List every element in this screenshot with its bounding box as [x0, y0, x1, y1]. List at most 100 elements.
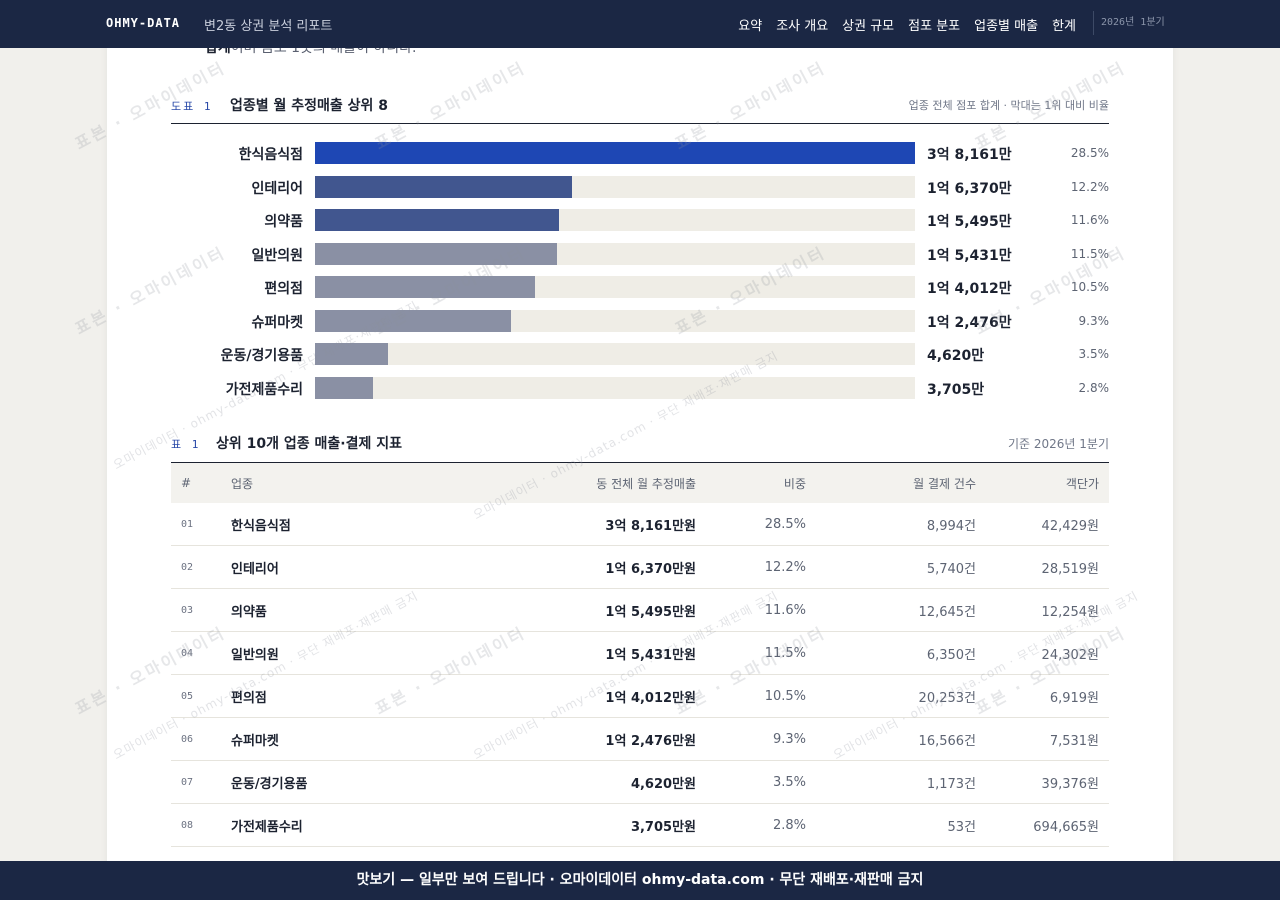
row-share: 9.3%: [706, 717, 816, 761]
bar-fill: [315, 142, 915, 164]
bar-row: 운동/경기용품 4,620만 3.5%: [171, 337, 1109, 371]
table-row: 04 일반의원 1억 5,431만원 11.5% 6,350건 24,302원: [171, 631, 1109, 675]
bar-share: 11.6%: [1070, 213, 1109, 227]
table-row: 02 인테리어 1억 6,370만원 12.2% 5,740건 28,519원: [171, 545, 1109, 589]
row-count: 5,740건: [816, 545, 986, 589]
row-count: 1,173건: [816, 760, 986, 804]
quarter-label: 2026년 1분기: [1093, 11, 1181, 35]
row-share: 28.5%: [706, 503, 816, 546]
row-avg: 7,531원: [986, 717, 1109, 761]
row-rank: 01: [171, 503, 221, 546]
bar-share: 2.8%: [1078, 380, 1110, 395]
table-code: 표 1: [171, 438, 201, 451]
nav-sales-by-industry[interactable]: 업종별 매출: [974, 19, 1039, 34]
bar-label: 한식음식점: [238, 147, 303, 163]
bar-share: 10.5%: [1070, 280, 1109, 294]
bar-label: 의약품: [264, 214, 303, 230]
bar-share: 9.3%: [1078, 313, 1110, 328]
row-sales: 3억 8,161만원: [471, 503, 706, 546]
bar-fill: [315, 309, 512, 332]
bar-value: 1억 2,476만: [927, 314, 1012, 331]
figure-title: 업종별 월 추정매출 상위 8: [230, 98, 389, 114]
row-rank: 08: [171, 803, 221, 847]
bar-fill: [315, 242, 558, 265]
row-sales: 1억 2,476만원: [471, 717, 706, 761]
bar-track: [315, 242, 915, 265]
bar-value: 1억 5,431만: [927, 247, 1012, 264]
col-count: 월 결제 건수: [816, 463, 986, 503]
row-name: 한식음식점: [221, 503, 471, 546]
bar-row: 의약품 1억 5,495만 11.6%: [171, 203, 1109, 237]
bar-label: 가전제품수리: [225, 381, 303, 398]
row-avg: 42,429원: [986, 503, 1109, 546]
table-note: 기준 2026년 1분기: [1007, 437, 1109, 451]
col-share: 비중: [706, 463, 816, 503]
row-count: 20,253건: [816, 674, 986, 718]
row-avg: 12,254원: [986, 588, 1109, 632]
row-avg: 28,519원: [986, 545, 1109, 589]
figure-note: 업종 전체 점포 합계 · 막대는 1위 대비 비율: [908, 99, 1109, 112]
figure-code: 도표 1: [171, 100, 213, 113]
bar-row: 인테리어 1억 6,370만 12.2%: [171, 170, 1109, 204]
bar-row: 한식음식점 3억 8,161만 28.5%: [171, 136, 1109, 170]
row-avg: 694,665원: [986, 803, 1109, 847]
bar-value: 4,620만: [927, 348, 985, 364]
bar-track: [315, 142, 915, 164]
metrics-table: # 업종 동 전체 월 추정매출 비중 월 결제 건수 객단가 01 한식음식점 3…: [171, 463, 1109, 847]
row-avg: 39,376원: [986, 760, 1109, 804]
bar-row: 슈퍼마켓 1억 2,476만 9.3%: [171, 304, 1109, 338]
row-share: 11.6%: [706, 588, 816, 632]
bar-label: 일반의원: [251, 247, 303, 264]
bar-value: 3,705만: [927, 381, 985, 398]
bar-fill: [315, 175, 573, 198]
bar-share: 3.5%: [1078, 347, 1110, 361]
bar-track: [315, 343, 915, 365]
row-sales: 3,705만원: [471, 803, 706, 847]
bar-track: [315, 309, 915, 332]
row-name: 가전제품수리: [221, 803, 471, 847]
row-name: 편의점: [221, 674, 471, 718]
bar-value: 1억 4,012만: [927, 281, 1012, 297]
row-sales: 1억 6,370만원: [471, 545, 706, 589]
bar-value: 1억 6,370만: [927, 180, 1012, 197]
nav-store-distribution[interactable]: 점포 분포: [908, 19, 961, 34]
row-rank: 03: [171, 588, 221, 632]
table-row: 06 슈퍼마켓 1억 2,476만원 9.3% 16,566건 7,531원: [171, 717, 1109, 761]
row-avg: 24,302원: [986, 631, 1109, 675]
row-sales: 1억 5,495만원: [471, 588, 706, 632]
bar-value: 3억 8,161만: [927, 147, 1012, 163]
brand-logo[interactable]: OHMY-DATA: [106, 16, 181, 30]
row-count: 53건: [816, 803, 986, 847]
nav-market-size[interactable]: 상권 규모: [842, 19, 895, 34]
top-navbar: OHMY-DATA 변2동 상권 분석 리포트 요약 조사 개요 상권 규모 점…: [0, 0, 1280, 48]
bar-track: [315, 276, 915, 298]
row-rank: 06: [171, 717, 221, 761]
bar-fill: [315, 343, 388, 365]
bar-label: 슈퍼마켓: [251, 314, 303, 331]
row-count: 16,566건: [816, 717, 986, 761]
bar-fill: [315, 376, 374, 399]
bar-label: 운동/경기용품: [220, 348, 303, 364]
nav-overview[interactable]: 조사 개요: [776, 19, 829, 34]
col-sales: 동 전체 월 추정매출: [471, 463, 706, 503]
row-name: 슈퍼마켓: [221, 717, 471, 761]
table-row: 03 의약품 1억 5,495만원 11.6% 12,645건 12,254원: [171, 588, 1109, 632]
nav-summary[interactable]: 요약: [738, 19, 763, 34]
sample-footer: 맛보기 — 일부만 보여 드립니다 · 오마이데이터 ohmy-data.com…: [0, 861, 1280, 900]
row-count: 12,645건: [816, 588, 986, 632]
bar-label: 인테리어: [251, 180, 303, 197]
bar-track: [315, 209, 915, 231]
nav-limitations[interactable]: 한계: [1052, 19, 1076, 34]
row-name: 운동/경기용품: [221, 760, 471, 804]
table-header: 표 1 상위 10개 업종 매출·결제 지표 기준 2026년 1분기: [171, 428, 1109, 463]
row-share: 11.5%: [706, 631, 816, 675]
row-count: 8,994건: [816, 503, 986, 546]
row-share: 3.5%: [706, 760, 816, 804]
bar-chart: 한식음식점 3억 8,161만 28.5% 인테리어 1억 6,370만 12.2% 의약품…: [171, 136, 1109, 404]
row-share: 12.2%: [706, 545, 816, 589]
report-title: 변2동 상권 분석 리포트: [204, 19, 333, 34]
bar-value: 1억 5,495만: [927, 214, 1012, 230]
row-name: 의약품: [221, 588, 471, 632]
col-rank: #: [171, 463, 221, 503]
bar-fill: [315, 209, 559, 231]
